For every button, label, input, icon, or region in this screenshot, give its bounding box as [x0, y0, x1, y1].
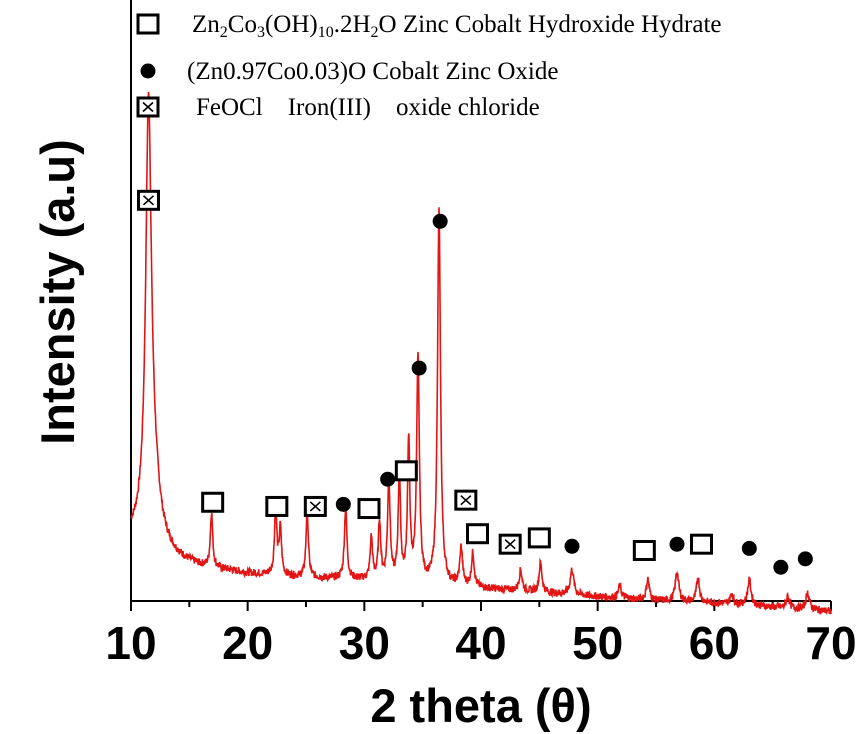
zinc-oxide-marker: [564, 538, 580, 554]
zinc-oxide-marker: [432, 213, 448, 229]
hydroxide-marker: [690, 533, 713, 555]
legend: Zn2Co3(OH)10.2H2O Zinc Cobalt Hydroxide …: [136, 11, 722, 121]
x-tick-label: 70: [805, 617, 856, 669]
peak-markers: [137, 189, 813, 575]
axes: 10 20 30 40 50 60 70: [105, 0, 857, 669]
legend-formula-part: (OH): [265, 11, 318, 38]
zinc-oxide-marker: [411, 360, 427, 376]
hydroxide-marker: [632, 539, 656, 561]
x-axis-title: 2 theta (θ): [370, 679, 591, 732]
legend-formula-subscript: 3: [257, 24, 265, 41]
legend-entry: FeOCl Iron(III) oxide chloride: [196, 94, 540, 121]
xrd-series-line: [130, 91, 832, 616]
diffraction-pattern: [130, 91, 832, 616]
legend-symbol-crossed-square: [136, 96, 160, 118]
x-tick-label: 20: [222, 617, 273, 669]
feocl-marker: [454, 489, 478, 511]
legend-formula-subscript: 2: [371, 24, 379, 41]
legend-name: Zinc Cobalt Hydroxide Hydrate: [397, 11, 722, 38]
hydroxide-marker: [394, 460, 418, 482]
feocl-marker: [498, 533, 522, 555]
feocl-marker: [137, 189, 160, 211]
feocl-marker: [303, 495, 327, 517]
legend-name: Cobalt Zinc Oxide: [366, 58, 558, 85]
zinc-oxide-marker: [797, 551, 813, 567]
x-tick-label: 40: [455, 617, 506, 669]
x-tick-label: 50: [572, 617, 623, 669]
legend-formula-subscript: 10: [318, 24, 334, 41]
legend-entry: Zn2Co3(OH)10.2H2O Zinc Cobalt Hydroxide …: [192, 11, 722, 41]
x-tick-label: 30: [339, 617, 390, 669]
legend-formula-part: O: [379, 11, 397, 38]
y-axis-title: Intensity (a.u): [31, 139, 84, 445]
zinc-oxide-marker: [335, 496, 351, 512]
legend-entry: (Zn0.97Co0.03)O Cobalt Zinc Oxide: [187, 58, 558, 85]
zinc-oxide-marker: [380, 471, 396, 487]
x-tick-label: 10: [105, 617, 156, 669]
hydroxide-marker: [466, 523, 489, 545]
x-tick-label: 60: [689, 617, 740, 669]
legend-symbol-filled-circle: [140, 63, 156, 79]
legend-formula-part: .2H: [334, 11, 371, 38]
legend-symbol-open-square: [136, 13, 160, 35]
legend-formula-part: (Zn0.97Co0.03)O: [187, 58, 366, 85]
hydroxide-marker: [265, 495, 289, 517]
hydroxide-marker: [357, 498, 381, 520]
hydroxide-marker: [527, 527, 551, 549]
legend-formula-part: FeOCl: [196, 94, 263, 121]
zinc-oxide-marker: [741, 540, 757, 556]
legend-formula-part: Zn: [192, 11, 220, 38]
zinc-oxide-marker: [773, 559, 789, 575]
legend-formula-part: Co: [228, 11, 257, 38]
legend-name: Iron(III) oxide chloride: [263, 94, 540, 121]
zinc-oxide-marker: [669, 536, 685, 552]
hydroxide-marker: [201, 491, 225, 513]
legend-formula-subscript: 2: [220, 24, 228, 41]
